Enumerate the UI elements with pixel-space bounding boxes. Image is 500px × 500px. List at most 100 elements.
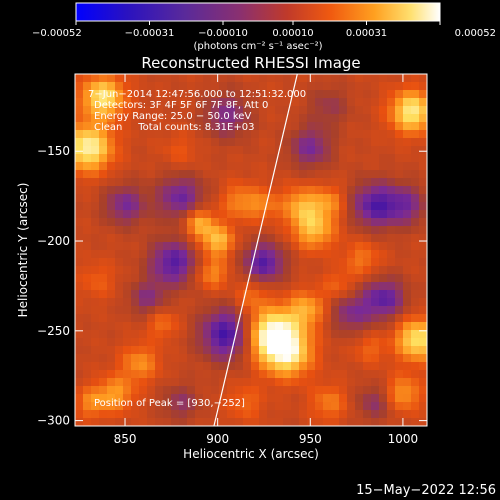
heatmap-cell (155, 282, 164, 291)
heatmap-cell (203, 258, 212, 267)
heatmap-cell (235, 250, 244, 259)
heatmap-cell (75, 162, 84, 171)
heatmap-cell (251, 306, 260, 315)
heatmap-cell (203, 354, 212, 363)
heatmap-cell (147, 258, 156, 267)
heatmap-cell (83, 98, 92, 107)
heatmap-cell (155, 330, 164, 339)
heatmap-cell (235, 362, 244, 371)
heatmap-cell (331, 402, 340, 411)
heatmap-cell (203, 218, 212, 227)
heatmap-cell (227, 146, 236, 155)
heatmap-cell (99, 234, 108, 243)
heatmap-cell (75, 218, 84, 227)
heatmap-cell (339, 322, 348, 331)
heatmap-cell (283, 394, 292, 403)
heatmap-cell (315, 378, 324, 387)
heatmap-cell (371, 146, 380, 155)
heatmap-cell (203, 274, 212, 283)
heatmap-cell (267, 314, 276, 323)
heatmap-cell (75, 146, 84, 155)
heatmap-cell (355, 218, 364, 227)
heatmap-cell (403, 266, 412, 275)
heatmap-cell (403, 202, 412, 211)
heatmap-cell (139, 418, 148, 426)
heatmap-cell (123, 338, 132, 347)
heatmap-cell (171, 274, 180, 283)
heatmap-cell (387, 314, 396, 323)
heatmap-cell (411, 202, 420, 211)
heatmap-cell (203, 146, 212, 155)
heatmap-cell (395, 386, 404, 395)
heatmap-cell (355, 154, 364, 163)
heatmap-cell (83, 146, 92, 155)
heatmap-cell (211, 306, 220, 315)
heatmap-cell (371, 354, 380, 363)
heatmap-cell (251, 274, 260, 283)
heatmap-cell (187, 170, 196, 179)
heatmap-cell (331, 338, 340, 347)
heatmap-cell (355, 226, 364, 235)
heatmap-cell (299, 418, 308, 426)
heatmap-cell (291, 202, 300, 211)
heatmap-cell (187, 314, 196, 323)
heatmap-cell (227, 322, 236, 331)
heatmap-cell (83, 362, 92, 371)
heatmap-cell (83, 130, 92, 139)
heatmap-cell (347, 242, 356, 251)
heatmap-cell (411, 130, 420, 139)
heatmap-cell (147, 114, 156, 123)
heatmap-cell (211, 362, 220, 371)
heatmap-cell (211, 354, 220, 363)
heatmap-cell (387, 138, 396, 147)
heatmap-cell (387, 90, 396, 99)
heatmap-cell (163, 370, 172, 379)
heatmap-cell (371, 194, 380, 203)
heatmap-cell (107, 226, 116, 235)
heatmap-cell (259, 330, 268, 339)
heatmap-cell (171, 74, 180, 83)
heatmap-cell (139, 306, 148, 315)
heatmap-cell (83, 162, 92, 171)
heatmap-cell (259, 154, 268, 163)
heatmap-cell (83, 218, 92, 227)
heatmap-cell (131, 234, 140, 243)
heatmap-cell (227, 314, 236, 323)
heatmap-cell (315, 370, 324, 379)
heatmap-cell (123, 202, 132, 211)
heatmap-cell (355, 370, 364, 379)
heatmap-cell (291, 82, 300, 91)
heatmap-cell (283, 378, 292, 387)
heatmap-cell (147, 178, 156, 187)
heatmap-cell (131, 354, 140, 363)
heatmap-cell (243, 154, 252, 163)
heatmap-cell (139, 250, 148, 259)
heatmap-cell (75, 362, 84, 371)
heatmap-cell (227, 218, 236, 227)
heatmap-cell (91, 394, 100, 403)
heatmap-cell (147, 154, 156, 163)
heatmap-cell (291, 106, 300, 115)
heatmap-cell (83, 354, 92, 363)
heatmap-cell (123, 314, 132, 323)
heatmap-cell (203, 418, 212, 426)
heatmap-cell (195, 162, 204, 171)
heatmap-cell (299, 378, 308, 387)
heatmap-cell (187, 298, 196, 307)
heatmap-cell (107, 202, 116, 211)
heatmap-cell (299, 234, 308, 243)
heatmap-cell (395, 74, 404, 83)
heatmap-cell (371, 346, 380, 355)
heatmap-cell (363, 234, 372, 243)
heatmap-cell (163, 186, 172, 195)
heatmap-cell (219, 338, 228, 347)
heatmap-cell (163, 178, 172, 187)
heatmap-cell (83, 338, 92, 347)
heatmap-cell (115, 234, 124, 243)
heatmap-cell (123, 282, 132, 291)
heatmap-cell (179, 154, 188, 163)
heatmap-cell (99, 370, 108, 379)
heatmap-cell (355, 322, 364, 331)
heatmap-cell (395, 314, 404, 323)
heatmap-cell (403, 130, 412, 139)
